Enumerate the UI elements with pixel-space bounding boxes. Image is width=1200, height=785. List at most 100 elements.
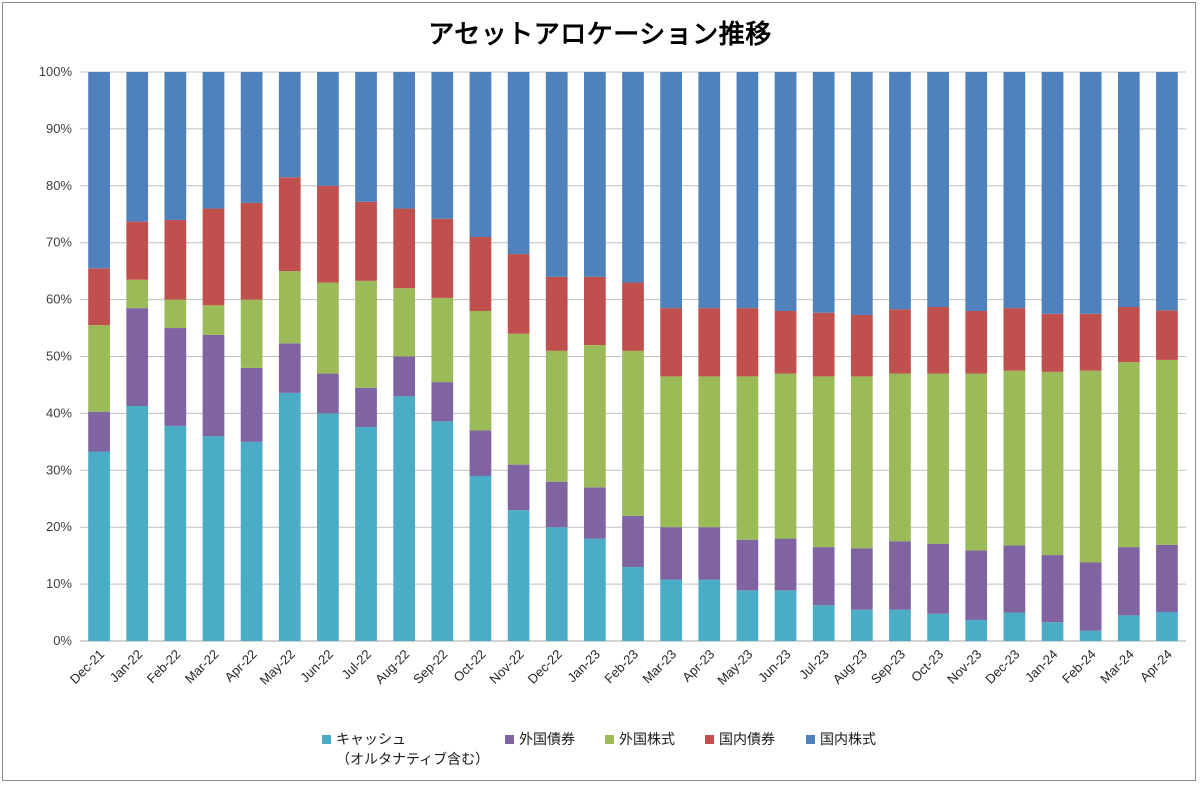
bar-segment-series-4 [660, 72, 683, 309]
bar-segment-series-2 [317, 282, 339, 374]
bar-group-Dec-23 [1003, 72, 1026, 641]
bar-group-Apr-22 [240, 72, 263, 641]
bar-segment-series-1 [660, 527, 683, 580]
bar-segment-series-1 [278, 343, 301, 393]
bar-group-Dec-21 [88, 72, 110, 641]
bar-segment-series-1 [469, 430, 492, 476]
bar-segment-series-2 [164, 299, 187, 329]
bar-segment-series-3 [774, 310, 797, 374]
x-tick-label: Nov-22 [486, 647, 526, 687]
bar-segment-series-0 [355, 427, 377, 641]
bar-segment-series-1 [774, 538, 797, 591]
bar-segment-series-0 [431, 421, 454, 641]
x-tick-label: Dec-23 [982, 647, 1022, 687]
bar-segment-series-2 [774, 373, 797, 539]
bar-segment-series-3 [393, 208, 416, 289]
bar-segment-series-0 [1003, 612, 1026, 641]
bar-group-Mar-23 [660, 72, 683, 641]
legend: キャッシュ （オルタナティブ含む） 外国債券 外国株式 国内債券 国内株式 [0, 730, 1200, 780]
legend-label: 国内債券 [719, 732, 775, 748]
bar-segment-series-2 [660, 376, 683, 528]
bar-segment-series-2 [1003, 370, 1026, 546]
bar-segment-series-3 [469, 237, 492, 311]
bar-segment-series-1 [1003, 545, 1026, 613]
bar-segment-series-2 [507, 333, 530, 465]
legend-swatch [705, 735, 714, 744]
x-tick-label: Sep-22 [410, 647, 450, 687]
bar-group-Feb-23 [622, 72, 644, 641]
bar-segment-series-4 [1041, 72, 1064, 314]
bar-segment-series-1 [1156, 544, 1178, 612]
bar-segment-series-2 [469, 310, 492, 431]
bar-segment-series-4 [927, 72, 949, 307]
x-tick-label: Feb-22 [144, 647, 184, 687]
bar-group-Dec-22 [545, 72, 568, 641]
bar-segment-series-1 [507, 464, 530, 511]
bar-segment-series-3 [736, 308, 759, 377]
bar-segment-series-4 [240, 72, 263, 203]
x-tick-label: Apr-22 [222, 647, 260, 685]
legend-label: 外国債券 [519, 732, 575, 748]
bar-group-Feb-24 [1079, 72, 1102, 641]
bar-segment-series-4 [1079, 72, 1102, 314]
bar-segment-series-0 [469, 475, 492, 641]
bar-segment-series-2 [88, 325, 110, 412]
bar-segment-series-3 [507, 254, 530, 334]
y-tick-label: 70% [46, 235, 72, 250]
bar-segment-series-4 [1003, 72, 1026, 309]
bar-group-Sep-23 [889, 72, 911, 641]
bar-segment-series-4 [622, 72, 644, 283]
bar-segment-series-0 [164, 425, 187, 641]
bar-segment-series-1 [812, 547, 835, 606]
bar-segment-series-2 [965, 373, 988, 551]
bar-segment-series-4 [583, 72, 606, 277]
bar-segment-series-0 [240, 441, 263, 641]
x-tick-label: Mar-24 [1097, 647, 1137, 687]
x-tick-label: Aug-22 [372, 647, 412, 687]
bar-segment-series-1 [1117, 547, 1140, 616]
bar-group-Jan-23 [583, 72, 606, 641]
bar-group-Jul-23 [812, 72, 835, 641]
bar-segment-series-0 [698, 579, 721, 641]
bar-segment-series-1 [202, 334, 225, 437]
bar-segment-series-3 [583, 276, 606, 346]
legend-label: キャッシュ （オルタナティブ含む） [336, 732, 490, 768]
bar-segment-series-3 [1156, 310, 1178, 360]
bar-group-Jun-23 [774, 72, 797, 641]
bar-segment-series-3 [660, 308, 683, 377]
bar-segment-series-2 [202, 305, 225, 335]
bar-segment-series-0 [889, 609, 911, 641]
bar-segment-series-3 [88, 268, 110, 326]
bar-segment-series-4 [317, 72, 339, 186]
bar-segment-series-0 [965, 619, 988, 641]
bar-segment-series-0 [278, 392, 301, 641]
x-tick-label: Mar-23 [640, 647, 680, 687]
bar-segment-series-2 [812, 376, 835, 548]
bar-group-Apr-24 [1156, 72, 1178, 641]
bar-segment-series-3 [355, 201, 377, 281]
bar-segment-series-2 [698, 376, 721, 528]
bar-group-Oct-22 [469, 72, 492, 641]
bar-segment-series-3 [431, 218, 454, 298]
bar-segment-series-0 [507, 510, 530, 641]
bar-segment-series-1 [240, 367, 263, 442]
bar-segment-series-1 [1079, 562, 1102, 631]
bar-segment-series-1 [431, 382, 454, 422]
bar-segment-series-4 [278, 72, 301, 178]
x-tick-label: Dec-21 [67, 647, 107, 687]
bar-segment-series-4 [698, 72, 721, 309]
legend-swatch [605, 735, 614, 744]
y-tick-label: 50% [46, 349, 72, 364]
x-tick-label: Oct-23 [908, 647, 946, 685]
y-tick-label: 0% [53, 633, 72, 648]
y-tick-label: 20% [46, 519, 72, 534]
bar-segment-series-3 [1117, 306, 1140, 363]
bar-group-May-22 [278, 72, 301, 641]
x-tick-label: Feb-23 [601, 647, 641, 687]
bar-segment-series-1 [583, 487, 606, 539]
bar-group-Jan-22 [126, 72, 149, 641]
bar-segment-series-0 [202, 436, 225, 641]
bar-segment-series-2 [1117, 362, 1140, 548]
bar-segment-series-3 [1079, 313, 1102, 371]
